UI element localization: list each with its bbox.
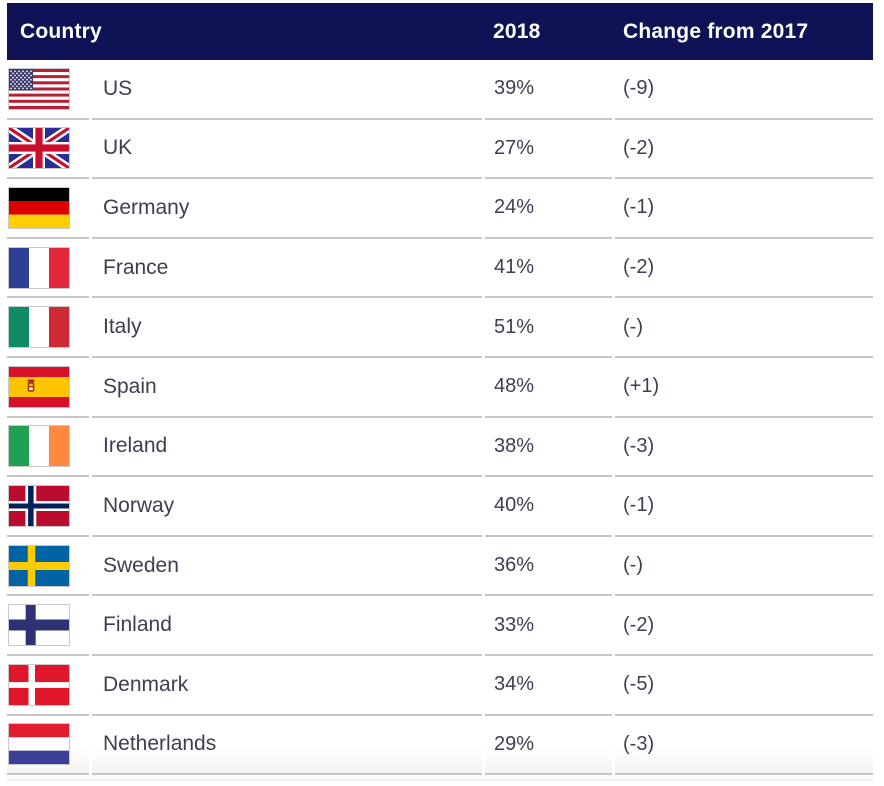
flag-cell bbox=[7, 298, 89, 358]
flag-cell bbox=[7, 537, 89, 597]
flag-cell bbox=[7, 358, 89, 418]
us-flag-icon bbox=[8, 67, 70, 110]
france-flag-icon bbox=[8, 246, 70, 289]
value-2018: 34% bbox=[485, 656, 612, 716]
country-name: Netherlands bbox=[92, 715, 482, 776]
change-from-2017: (-2) bbox=[615, 120, 873, 180]
value-2018: 33% bbox=[485, 596, 612, 656]
column-header-change-from-2017: Change from 2017 bbox=[623, 19, 809, 43]
country-name: UK bbox=[92, 120, 482, 180]
table-row: France 41% (-2) bbox=[7, 239, 873, 299]
denmark-flag-icon bbox=[8, 663, 70, 706]
flag-cell bbox=[7, 656, 89, 716]
change-from-2017: (-) bbox=[615, 298, 873, 358]
flag-cell bbox=[7, 60, 89, 120]
change-from-2017: (+1) bbox=[615, 358, 873, 418]
country-name: Norway bbox=[92, 477, 482, 537]
change-from-2017: (-2) bbox=[615, 596, 873, 656]
country-name: Sweden bbox=[92, 537, 482, 597]
country-name: Spain bbox=[92, 358, 482, 418]
country-name: Denmark bbox=[92, 656, 482, 716]
bottom-fade bbox=[7, 775, 873, 782]
ireland-flag-icon bbox=[8, 425, 70, 468]
change-from-2017: (-3) bbox=[615, 418, 873, 478]
table-row: Norway 40% (-1) bbox=[7, 477, 873, 537]
flag-cell bbox=[7, 239, 89, 299]
change-from-2017: (-5) bbox=[615, 656, 873, 716]
italy-flag-icon bbox=[8, 306, 70, 349]
value-2018: 40% bbox=[485, 477, 612, 537]
table-header-row: Country 2018 Change from 2017 bbox=[7, 3, 873, 60]
column-header-country: Country bbox=[20, 19, 102, 43]
country-name: Italy bbox=[92, 298, 482, 358]
table-body: US 39% (-9) UK 27% (-2) Germany 24% (-1) France 41… bbox=[7, 60, 873, 776]
change-from-2017: (-9) bbox=[615, 60, 873, 120]
flag-cell bbox=[7, 715, 89, 776]
table-row: Sweden 36% (-) bbox=[7, 537, 873, 597]
table-row: Finland 33% (-2) bbox=[7, 596, 873, 656]
table-row: UK 27% (-2) bbox=[7, 120, 873, 180]
change-from-2017: (-1) bbox=[615, 477, 873, 537]
flag-cell bbox=[7, 477, 89, 537]
flag-cell bbox=[7, 120, 89, 180]
value-2018: 36% bbox=[485, 537, 612, 597]
table-row: Italy 51% (-) bbox=[7, 298, 873, 358]
flag-cell bbox=[7, 596, 89, 656]
norway-flag-icon bbox=[8, 484, 70, 527]
netherlands-flag-icon bbox=[8, 723, 70, 766]
value-2018: 29% bbox=[485, 715, 612, 776]
finland-flag-icon bbox=[8, 604, 70, 647]
change-from-2017: (-3) bbox=[615, 715, 873, 776]
value-2018: 27% bbox=[485, 120, 612, 180]
table-row: US 39% (-9) bbox=[7, 60, 873, 120]
uk-flag-icon bbox=[8, 127, 70, 170]
country-name: US bbox=[92, 60, 482, 120]
flag-cell bbox=[7, 418, 89, 478]
germany-flag-icon bbox=[8, 186, 70, 229]
country-data-table: Country 2018 Change from 2017 US 39% (-9) U… bbox=[7, 3, 873, 776]
value-2018: 39% bbox=[485, 60, 612, 120]
sweden-flag-icon bbox=[8, 544, 70, 587]
flag-cell bbox=[7, 179, 89, 239]
change-from-2017: (-) bbox=[615, 537, 873, 597]
table-row: Denmark 34% (-5) bbox=[7, 656, 873, 716]
table-row: Germany 24% (-1) bbox=[7, 179, 873, 239]
country-name: Ireland bbox=[92, 418, 482, 478]
country-name: Germany bbox=[92, 179, 482, 239]
change-from-2017: (-1) bbox=[615, 179, 873, 239]
country-name: France bbox=[92, 239, 482, 299]
value-2018: 38% bbox=[485, 418, 612, 478]
value-2018: 51% bbox=[485, 298, 612, 358]
table-row: Netherlands 29% (-3) bbox=[7, 715, 873, 776]
table-row: Spain 48% (+1) bbox=[7, 358, 873, 418]
table-row: Ireland 38% (-3) bbox=[7, 418, 873, 478]
change-from-2017: (-2) bbox=[615, 239, 873, 299]
column-header-2018: 2018 bbox=[493, 19, 541, 43]
spain-flag-icon bbox=[8, 365, 70, 408]
value-2018: 41% bbox=[485, 239, 612, 299]
country-name: Finland bbox=[92, 596, 482, 656]
value-2018: 24% bbox=[485, 179, 612, 239]
value-2018: 48% bbox=[485, 358, 612, 418]
